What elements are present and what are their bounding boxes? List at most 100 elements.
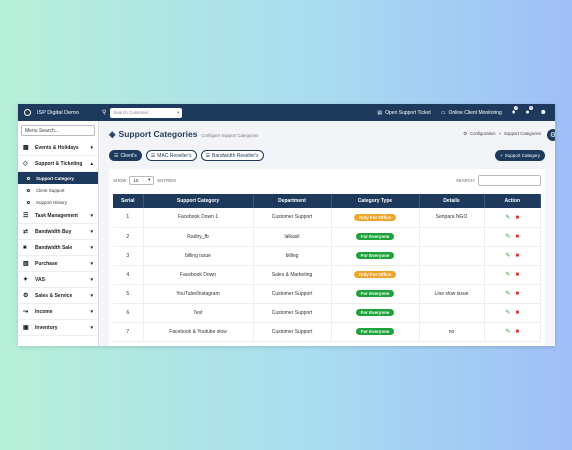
filter-mac-reseller-button[interactable]: ☰ MAC Reseller's xyxy=(145,150,197,161)
sidebar-item-label: Income xyxy=(35,308,53,315)
online-monitoring-button[interactable]: ▭ Online Client Monitoring xyxy=(441,110,502,116)
delete-icon[interactable]: ■ xyxy=(515,310,520,316)
open-ticket-button[interactable]: ▤ Open Support Ticket xyxy=(377,110,430,116)
cart-icon: ▧ xyxy=(23,261,29,267)
table-search-input[interactable] xyxy=(478,174,541,186)
page-subtitle: Configure Support Categories xyxy=(201,132,259,138)
edit-icon[interactable]: ✎ xyxy=(505,234,511,240)
alert-count: 0 xyxy=(528,106,533,110)
brand[interactable]: ISP Digital Demo xyxy=(18,109,99,116)
bandwidth-icon: ⇄ xyxy=(23,229,29,235)
cell-details xyxy=(419,303,485,323)
entries-select[interactable]: 10 ▾ xyxy=(129,175,155,185)
sidebar-item-bandwidth-buy[interactable]: ⇄ Bandwidth Buy ▾ xyxy=(18,224,98,240)
chevron-up-icon: ▴ xyxy=(90,160,93,167)
user-icon[interactable]: ☻ xyxy=(539,109,547,116)
cell-serial: 6 xyxy=(113,303,144,323)
alert-icon[interactable]: ● 0 xyxy=(525,106,533,116)
add-support-category-button[interactable]: + Support Category xyxy=(495,150,545,161)
cell-details xyxy=(419,246,485,266)
chevron-down-icon: ▾ xyxy=(90,276,93,283)
delete-icon[interactable]: ■ xyxy=(515,214,520,221)
sidebar-item-inventory[interactable]: ▣ Inventory ▾ xyxy=(18,320,98,336)
circle-icon xyxy=(27,188,30,192)
edit-icon[interactable]: ✎ xyxy=(505,253,511,259)
edit-icon[interactable]: ✎ xyxy=(505,310,511,316)
category-type-badge: Only For Office xyxy=(353,213,397,221)
sidebar-item-income[interactable]: ↝ Income ▾ xyxy=(18,304,98,320)
notification-count: 0 xyxy=(514,106,519,110)
sidebar-item-label: Task Management xyxy=(35,212,78,219)
sidebar-item-events[interactable]: ▦ Events & Holidays ▾ xyxy=(18,140,98,156)
sale-icon: ■ xyxy=(23,244,27,251)
sidebar-sub-support-category[interactable]: Support Category xyxy=(18,172,98,184)
filter-client-button[interactable]: ☰ Client's xyxy=(109,150,142,161)
ticket-icon: ◇ xyxy=(23,161,28,167)
delete-icon[interactable]: ■ xyxy=(515,234,520,240)
gear-icon: ⚙ xyxy=(463,131,468,136)
sidebar-item-label: Bandwidth Sale xyxy=(35,244,73,251)
sidebar-sub-label: Client Support xyxy=(36,187,65,193)
breadcrumb-root[interactable]: Configuration xyxy=(470,131,496,136)
chevron-down-icon: ▾ xyxy=(90,260,93,267)
search-icon[interactable]: ⚲ xyxy=(102,110,107,116)
category-type-badge: For Everyone xyxy=(355,328,395,335)
chevron-down-icon: ▾ xyxy=(90,144,93,151)
table-row: 1 Facebook Down 1 Customer Support Only For… xyxy=(113,208,541,228)
edit-icon[interactable]: ✎ xyxy=(505,272,511,278)
sidebar: Menu Search... ▦ Events & Holidays ▾ ◇ S… xyxy=(18,121,99,346)
chevron-down-icon: ▾ xyxy=(148,177,151,182)
cell-department: Customer Support xyxy=(253,284,332,304)
cell-action: ✎ ■ xyxy=(484,265,541,285)
sidebar-item-bandwidth-sale[interactable]: ■ Bandwidth Sale ▾ xyxy=(18,240,98,256)
cell-details: no xyxy=(419,322,485,342)
header-category[interactable]: Support Category xyxy=(143,194,254,208)
sidebar-sub-support-history[interactable]: Support History xyxy=(18,196,98,208)
edit-icon[interactable]: ✎ xyxy=(505,291,511,297)
cell-category: YouTube/Instagram xyxy=(143,284,254,304)
header-serial[interactable]: Serial xyxy=(113,194,144,208)
cell-action: ✎ ■ xyxy=(484,284,541,304)
list-icon: ☰ xyxy=(114,152,119,159)
brand-name: ISP Digital Demo xyxy=(37,109,79,116)
cell-action: ✎ ■ xyxy=(484,227,541,247)
filter-bandwidth-reseller-button[interactable]: ☰ Bandwidth Reseller's xyxy=(200,150,264,161)
delete-icon[interactable]: ■ xyxy=(515,253,520,259)
cell-category-type: Only For Office xyxy=(331,265,420,285)
header-category-type[interactable]: Category Type xyxy=(331,194,420,208)
page-title: ◈ Support Categories xyxy=(109,129,197,140)
category-type-badge: For Everyone xyxy=(355,233,395,240)
cell-details: Line slow issue xyxy=(419,284,485,304)
cell-category: Facebook Down xyxy=(143,265,254,285)
bell-icon[interactable]: ♦ 0 xyxy=(511,106,519,116)
header-department[interactable]: Department xyxy=(253,194,332,208)
plus-icon: + xyxy=(500,153,503,158)
cell-category: Facebook & Youtube slow xyxy=(143,322,254,342)
sidebar-item-task[interactable]: ☰ Task Management ▾ xyxy=(18,208,98,224)
sidebar-item-support[interactable]: ◇ Support & Ticketing ▴ xyxy=(18,156,98,172)
circle-icon xyxy=(27,200,30,204)
edit-icon[interactable]: ✎ xyxy=(505,214,511,221)
chevron-down-icon: ▾ xyxy=(90,292,93,299)
sidebar-item-vas[interactable]: ✦ VAS ▾ xyxy=(18,272,98,288)
settings-gear-icon[interactable]: ⚙ xyxy=(547,129,555,141)
cell-department: Customer Support xyxy=(253,208,332,228)
sidebar-item-label: Inventory xyxy=(35,324,58,331)
menu-search-input[interactable]: Menu Search... xyxy=(21,125,95,136)
customer-search-select[interactable]: Search Customer ▾ xyxy=(110,107,183,118)
delete-icon[interactable]: ■ xyxy=(515,329,520,335)
sidebar-item-purchase[interactable]: ▧ Purchase ▾ xyxy=(18,256,98,272)
edit-icon[interactable]: ✎ xyxy=(505,329,511,335)
delete-icon[interactable]: ■ xyxy=(515,272,520,278)
table-row: 7 Facebook & Youtube slow Customer Support… xyxy=(113,322,541,342)
delete-icon[interactable]: ■ xyxy=(515,291,520,297)
sidebar-item-sales-service[interactable]: ⚙ Sales & Service ▾ xyxy=(18,288,98,304)
header-details[interactable]: Details xyxy=(419,194,485,208)
breadcrumb-separator: » xyxy=(498,131,501,136)
table-row: 4 Facebook Down Sales & Marketing Only For … xyxy=(113,265,541,285)
monitor-icon: ▭ xyxy=(440,109,446,116)
sidebar-sub-client-support[interactable]: Client Support xyxy=(18,184,98,196)
cell-category-type: For Everyone xyxy=(331,246,420,266)
chevron-down-icon: ▾ xyxy=(90,212,93,219)
chevron-down-icon: ▾ xyxy=(90,324,93,331)
